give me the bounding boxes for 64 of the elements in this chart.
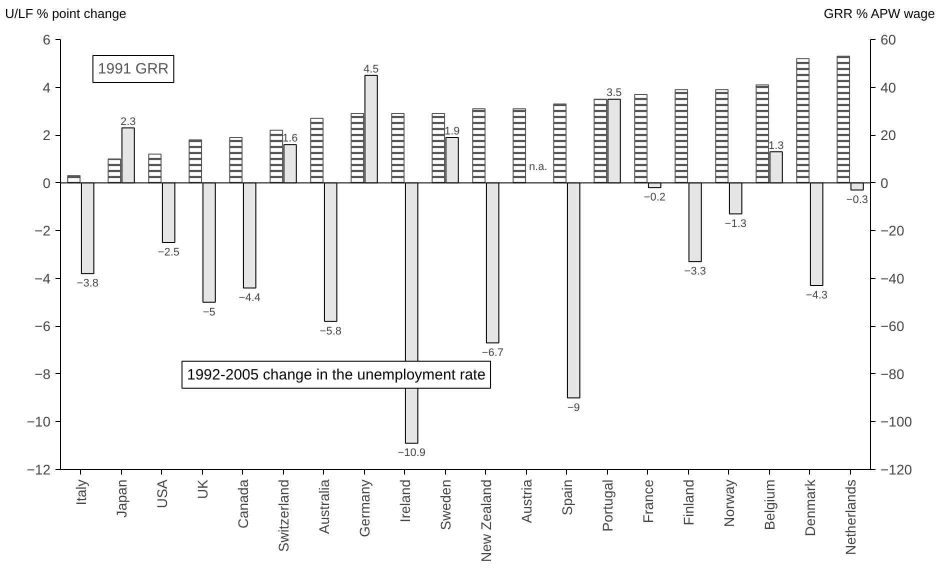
y-tick-label: 0 xyxy=(42,174,51,190)
x-tick-label: Italy xyxy=(72,479,89,505)
x-tick-label: Spain xyxy=(558,479,575,515)
y2-tick-label: −80 xyxy=(880,366,904,382)
data-label: −0.2 xyxy=(644,191,666,204)
y2-tick-label: −100 xyxy=(880,413,912,430)
y2-tick-label: −120 xyxy=(880,461,912,478)
y-tick-label: −10 xyxy=(26,413,51,430)
y-tick-label: 6 xyxy=(42,31,51,48)
data-label: −5.8 xyxy=(320,324,342,337)
y2-tick-label: −60 xyxy=(880,318,904,334)
x-tick-label: France xyxy=(640,478,656,523)
y-axis-title: U/LF % point change xyxy=(5,5,126,23)
data-label: −0.3 xyxy=(846,194,868,206)
y2-tick-label: 20 xyxy=(880,126,896,143)
x-tick-label: Norway xyxy=(720,479,737,527)
x-tick-label: Portugal xyxy=(599,479,616,532)
x-tick-label: Switzerland xyxy=(275,479,292,552)
x-tick-label: Australia xyxy=(316,478,332,534)
x-tick-label: Finland xyxy=(680,479,696,525)
data-label: −3.3 xyxy=(684,265,706,278)
text: 1991 GRR xyxy=(98,60,169,78)
y-tick-label: −2 xyxy=(34,222,51,238)
x-tick-label: Canada xyxy=(234,478,251,528)
x-tick-label: Sweden xyxy=(437,479,454,530)
data-label: −4.4 xyxy=(238,292,260,304)
x-tick-label: Austria xyxy=(518,478,534,523)
y-tick-label: −6 xyxy=(34,318,51,334)
y-tick-label: −4 xyxy=(34,270,51,286)
y-tick-label: 4 xyxy=(42,78,51,95)
y-tick-label: −8 xyxy=(34,366,51,382)
data-label: −6.7 xyxy=(482,346,504,358)
y2-tick-label: −20 xyxy=(880,222,904,238)
x-tick-label: Belgium xyxy=(761,479,778,530)
y-tick-label: 2 xyxy=(42,126,51,143)
y2-tick-label: 40 xyxy=(880,78,896,95)
x-tick-label: USA xyxy=(154,478,170,508)
data-label: 1.9 xyxy=(444,125,460,138)
x-tick-label: New Zealand xyxy=(478,479,494,562)
y2-tick-label: 0 xyxy=(880,174,888,190)
x-tick-label: Denmark xyxy=(802,478,818,536)
data-label: 1.6 xyxy=(282,132,298,144)
data-label: 4.5 xyxy=(363,62,379,75)
y2-axis-title: GRR % APW wage xyxy=(824,5,935,23)
data-label: 3.5 xyxy=(606,86,622,99)
data-label: 2.3 xyxy=(120,115,136,128)
data-label: −4.3 xyxy=(806,289,828,302)
y2-tick-label: 60 xyxy=(880,31,896,48)
x-tick-label: Japan xyxy=(113,479,130,518)
x-tick-label: UK xyxy=(194,478,210,499)
x-tick-label: Netherlands xyxy=(842,479,858,555)
data-label: −1.3 xyxy=(724,217,746,230)
data-label: −9 xyxy=(567,401,580,414)
y2-tick-label: −40 xyxy=(880,270,904,286)
y-tick-label: −12 xyxy=(26,461,51,478)
data-label: −5 xyxy=(202,306,216,318)
data-label: −10.9 xyxy=(398,446,426,459)
data-label: −3.8 xyxy=(76,277,98,290)
x-tick-label: Germany xyxy=(356,479,372,537)
x-tick-label: Ireland xyxy=(396,479,413,522)
text: n.a. xyxy=(528,160,548,172)
series-label: 1992-2005 change in the unemployment rate xyxy=(187,366,486,383)
data-label: −2.5 xyxy=(158,246,180,258)
data-label: 1.3 xyxy=(768,139,784,152)
